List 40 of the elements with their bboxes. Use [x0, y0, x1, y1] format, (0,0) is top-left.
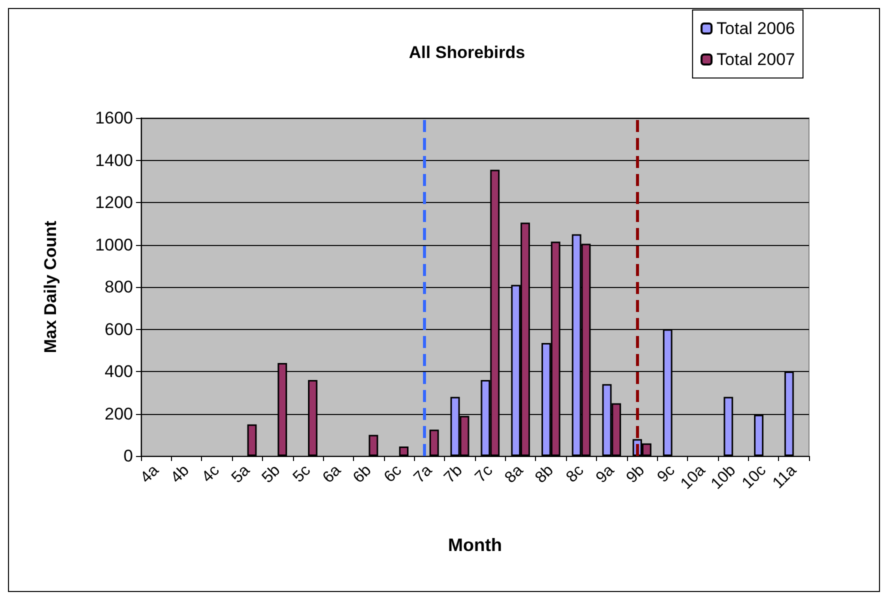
x-tick-label: 6b	[350, 462, 375, 487]
x-tick-label: 7a	[410, 462, 436, 487]
x-tick-label: 10c	[739, 462, 770, 492]
x-tick-label: 9b	[623, 462, 648, 487]
legend-label: Total 2007	[716, 50, 795, 69]
y-tick-label: 200	[104, 404, 133, 424]
y-tick-label: 400	[104, 362, 133, 381]
x-tick-label: 6a	[320, 462, 344, 487]
y-axis-title: Max Daily Count	[41, 220, 60, 354]
x-tick-label: 11a	[770, 462, 800, 492]
x-tick-label: 6c	[381, 462, 406, 486]
x-tick-label: 4a	[138, 462, 162, 487]
y-tick-label: 1000	[95, 235, 133, 254]
bar	[368, 434, 378, 456]
x-tick-label: 8b	[532, 462, 557, 487]
x-tick-label: 7c	[472, 462, 496, 486]
chart-title: All Shorebirds	[408, 43, 526, 62]
x-axis-title: Month	[448, 535, 502, 555]
x-tick-label: 9a	[593, 462, 618, 487]
bar	[247, 424, 257, 456]
bar	[399, 446, 409, 456]
y-tick-label: 800	[104, 278, 133, 296]
x-tick-label: 10a	[678, 462, 709, 493]
y-tick-label: 1400	[95, 150, 133, 170]
x-tick-label: 7b	[441, 462, 466, 487]
bar	[429, 430, 439, 456]
x-tick-label: 10b	[708, 462, 740, 493]
x-tick-label: 9c	[654, 462, 678, 486]
x-tick-label: 8c	[563, 462, 588, 486]
legend-label: Total 2006	[716, 19, 795, 38]
x-tick-label: 4c	[198, 462, 223, 486]
y-tick-label: 600	[104, 320, 133, 339]
y-tick-label: 1200	[95, 193, 133, 212]
x-tick-label: 5b	[259, 462, 284, 487]
x-tick-label: 5c	[290, 462, 314, 486]
y-tick-label: 1600	[95, 108, 133, 128]
x-tick-label: 4b	[168, 462, 193, 487]
y-tick-label: 0	[124, 446, 133, 466]
x-tick-label: 5a	[228, 462, 254, 487]
x-tick-label: 8a	[502, 462, 527, 487]
